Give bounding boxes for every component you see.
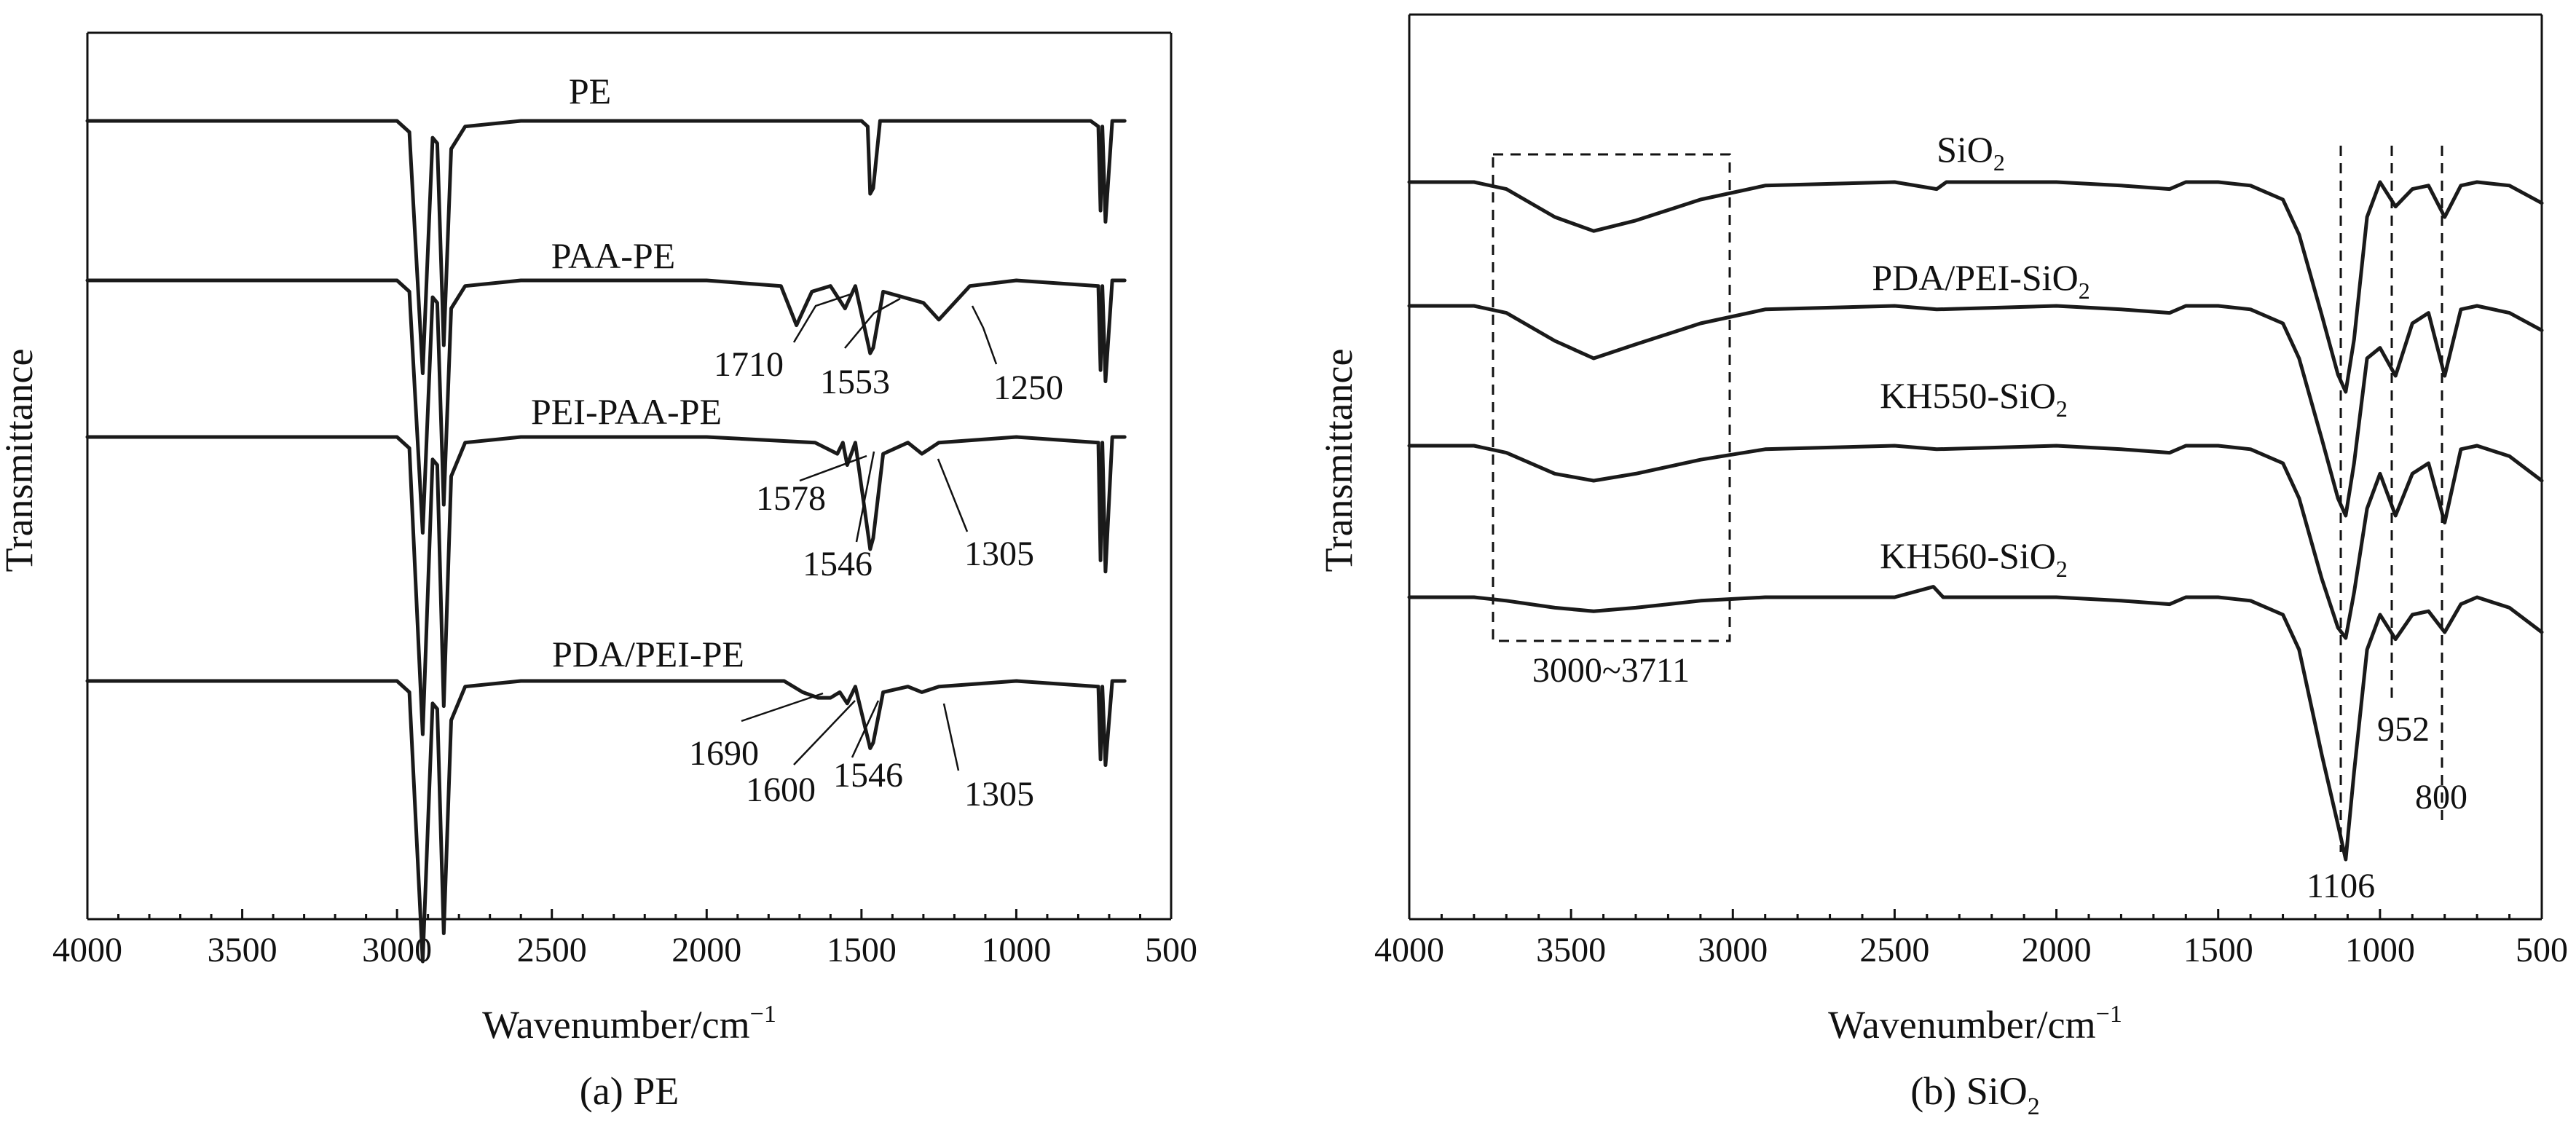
panel-b-tick-label-500: 500 [2516, 931, 2568, 969]
annot-1710: 1710 [714, 345, 784, 384]
annot-1546b: 1546 [833, 756, 903, 795]
panel-b-tick-label-2500: 2500 [1859, 931, 1929, 969]
panel-a-tick-label-2500: 2500 [517, 931, 587, 969]
leader-1710 [792, 293, 851, 343]
panel-b-caption: (b) SiO2 [1910, 1069, 2040, 1120]
panel-b-traces [1407, 180, 2544, 862]
panel-a-trace-pe [85, 119, 1127, 375]
panel-a-traces [85, 119, 1127, 964]
panel-a-ticks: 4000 3500 3000 2500 2000 1500 1000 500 [52, 909, 1197, 969]
panel-b-series-label-kh550-sio2: KH550-SiO2 [1880, 375, 2068, 422]
panel-b-tick-label-3000: 3000 [1698, 931, 1768, 969]
leader-1305a [937, 458, 969, 532]
panel-a-tick-label-1500: 1500 [827, 931, 897, 969]
panel-b-trace-sio [1407, 180, 2544, 394]
panel-a-series-label-pei-paa-pe: PEI-PAA-PE [531, 391, 722, 432]
annot-1305a: 1305 [964, 535, 1034, 573]
annot-1546a: 1546 [803, 545, 873, 583]
panel-b-trace-kh550-sio [1407, 444, 2544, 640]
panel-b-series-label-kh550-sio2-text: KH550-SiO [1880, 375, 2056, 416]
panel-a-tick-label-1000: 1000 [981, 931, 1051, 969]
panel-b-series-label-sio2-text: SiO [1937, 129, 1993, 170]
panel-a-caption: (a) PE [580, 1069, 679, 1113]
panel-b-x-label-sup: −1 [2096, 1001, 2122, 1028]
panel-b-series-label-pda-pei-sio2-sub: 2 [2079, 277, 2090, 304]
panel-b-tick-label-4000: 4000 [1374, 931, 1444, 969]
annot-1690: 1690 [689, 734, 759, 773]
panel-b-series-label-pda-pei-sio2-text: PDA/PEI-SiO [1872, 257, 2078, 298]
panel-a-series-label-pe: PE [569, 71, 611, 111]
panel-b-x-label-text: Wavenumber/cm [1828, 1003, 2096, 1047]
panel-a: 4000 3500 3000 2500 2000 1500 1000 500 PE PAA-P… [0, 31, 1197, 1113]
panel-a-tick-label-2000: 2000 [671, 931, 741, 969]
leader-1546a [855, 451, 875, 543]
highlight-box-label: 3000~3711 [1532, 651, 1690, 690]
panel-a-x-label-sup: −1 [750, 1001, 776, 1028]
panel-a-x-label-text: Wavenumber/cm [482, 1003, 750, 1047]
panel-b-y-label: Transmittance [1317, 349, 1360, 572]
panel-a-trace-pda-pei-pe [85, 679, 1127, 964]
panel-b: 4000 3500 3000 2500 2000 1500 1000 500 3000~371… [1317, 13, 2568, 1120]
annot-1553: 1553 [820, 363, 890, 401]
panel-b-tick-label-2000: 2000 [2022, 931, 2092, 969]
panel-b-series-label-sio2: SiO2 [1937, 129, 2005, 176]
highlight-box-3000-3711 [1492, 153, 1731, 642]
annot-952: 952 [2377, 710, 2430, 749]
panel-a-series-label-paa-pe: PAA-PE [551, 235, 675, 276]
panel-b-trace-kh560-sio [1407, 585, 2544, 862]
leader-1305b [942, 703, 960, 771]
leader-1553 [844, 297, 901, 349]
leader-1578 [799, 454, 867, 482]
panel-b-trace-pda-pei-sio [1407, 304, 2544, 518]
panel-a-trace-pei-paa-pe [85, 435, 1127, 736]
panel-b-series-label-pda-pei-sio2: PDA/PEI-SiO2 [1872, 257, 2089, 304]
annot-1106: 1106 [2307, 867, 2375, 905]
panel-b-tick-label-1000: 1000 [2345, 931, 2415, 969]
panel-b-series-label-kh560-sio2-sub: 2 [2056, 556, 2068, 582]
panel-b-tick-label-3500: 3500 [1536, 931, 1606, 969]
leader-1690 [741, 692, 824, 722]
panel-a-series-label-pda-pei-pe: PDA/PEI-PE [552, 634, 744, 674]
panel-a-y-label: Transmittance [0, 349, 41, 572]
annot-1305b: 1305 [964, 775, 1034, 814]
panel-b-tick-label-1500: 1500 [2183, 931, 2253, 969]
panel-b-ticks: 4000 3500 3000 2500 2000 1500 1000 500 [1374, 909, 2568, 969]
panel-b-series-label-kh560-sio2: KH560-SiO2 [1880, 535, 2068, 582]
panel-b-x-label: Wavenumber/cm−1 [1828, 1001, 2122, 1047]
panel-a-tick-label-3500: 3500 [208, 931, 277, 969]
panel-b-series-label-kh560-sio2-text: KH560-SiO [1880, 535, 2056, 576]
panel-a-x-label: Wavenumber/cm−1 [482, 1001, 776, 1047]
leader-1546b [851, 700, 880, 758]
panel-b-caption-text: (b) SiO [1910, 1069, 2028, 1113]
annot-1600: 1600 [746, 771, 816, 809]
panel-b-series-label-sio2-sub: 2 [1993, 149, 2005, 176]
panel-a-tick-label-500: 500 [1145, 931, 1197, 969]
panel-a-trace-paa-pe [85, 278, 1127, 535]
leader-1600 [793, 700, 856, 765]
panel-a-tick-label-4000: 4000 [52, 931, 122, 969]
panel-b-caption-sub: 2 [2028, 1093, 2040, 1120]
annot-1578: 1578 [756, 479, 826, 518]
annot-1250: 1250 [993, 369, 1063, 407]
panel-b-series-label-kh550-sio2-sub: 2 [2056, 395, 2068, 422]
panel-a-annotations: 1710 1553 1250 1578 1546 1305 1690 1600 … [689, 293, 1063, 814]
annot-800: 800 [2415, 778, 2467, 816]
leader-1250 [971, 305, 998, 365]
